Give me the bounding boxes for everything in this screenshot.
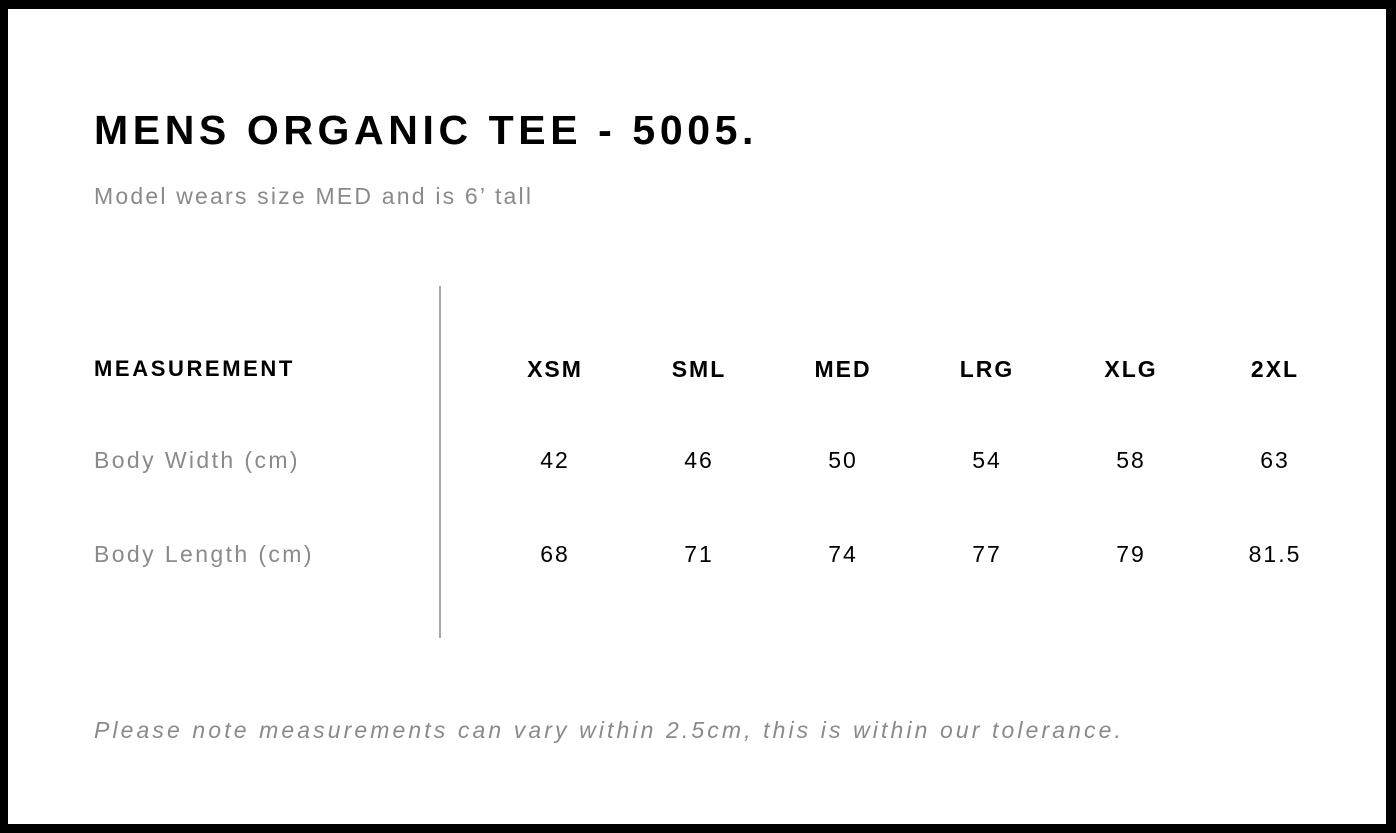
size-header-lrg: LRG: [959, 356, 1015, 382]
row-label: Body Width (cm): [94, 447, 300, 473]
table-cell: 50: [828, 447, 858, 473]
size-header-xlg: XLG: [1104, 356, 1158, 382]
tolerance-note: Please note measurements can vary within…: [94, 717, 1125, 743]
table-cell: 58: [1116, 447, 1146, 473]
table-cell: 68: [540, 541, 570, 567]
table-cell: 42: [540, 447, 570, 473]
size-header-2xl: 2XL: [1250, 356, 1300, 382]
size-chart-card: MENS ORGANIC TEE - 5005. Model wears siz…: [8, 9, 1386, 824]
size-header-sml: SML: [671, 356, 727, 382]
table-cell: 54: [972, 447, 1002, 473]
measurement-header: MEASUREMENT: [94, 356, 295, 381]
size-header-med: MED: [814, 356, 872, 382]
table-cell: 77: [972, 541, 1002, 567]
row-label: Body Length (cm): [94, 541, 314, 567]
column-divider: [439, 286, 441, 638]
subtitle: Model wears size MED and is 6’ tall: [94, 183, 534, 209]
table-cell: 46: [684, 447, 714, 473]
table-cell: 63: [1260, 447, 1290, 473]
table-cell: 81.5: [1248, 541, 1302, 567]
table-cell: 74: [828, 541, 858, 567]
table-cell: 71: [684, 541, 714, 567]
size-header-xsm: XSM: [527, 356, 583, 382]
page-title: MENS ORGANIC TEE - 5005.: [94, 107, 759, 153]
table-cell: 79: [1116, 541, 1146, 567]
